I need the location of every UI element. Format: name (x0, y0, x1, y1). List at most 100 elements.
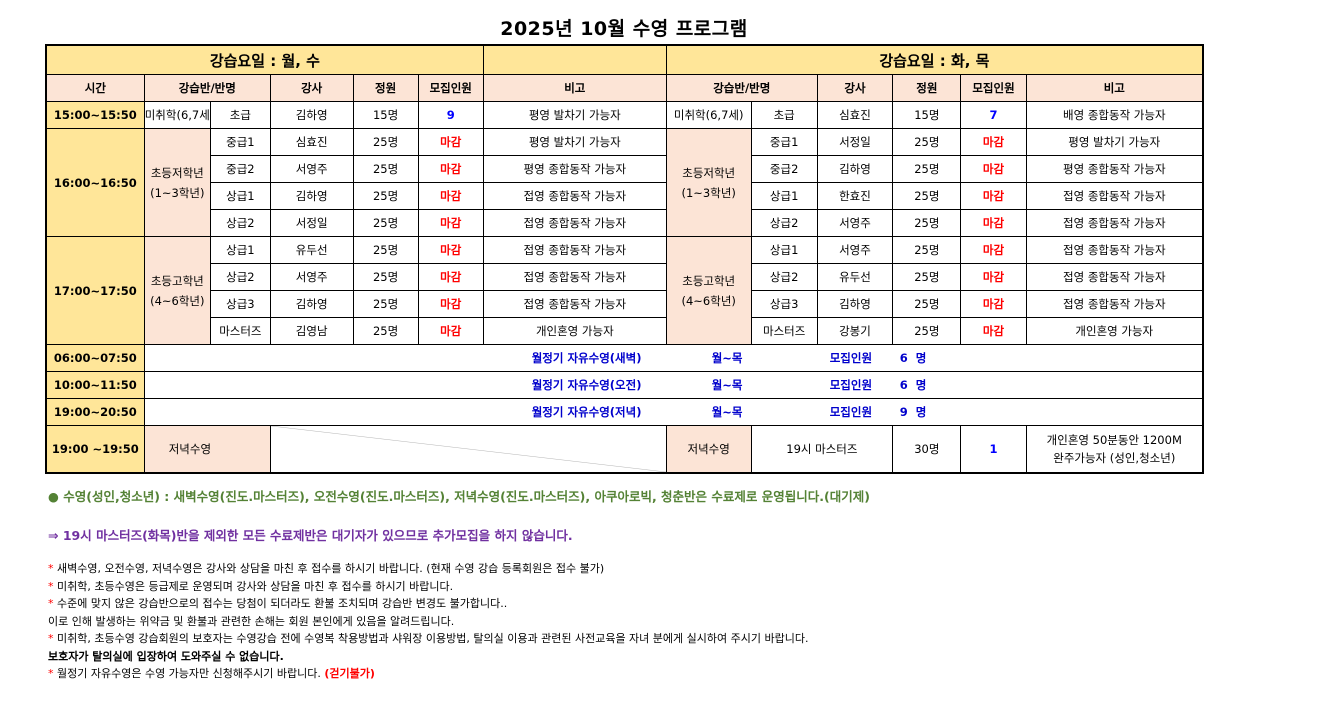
recruit-status: 마감 (960, 128, 1027, 156)
recruit-status: 마감 (417, 155, 484, 183)
capacity: 25명 (892, 263, 962, 291)
capacity: 25명 (352, 317, 419, 345)
note: 접영 종합동작 가능자 (1025, 209, 1204, 237)
recruit-status: 마감 (417, 263, 484, 291)
note: 접영 종합동작 가능자 (482, 263, 667, 291)
capacity: 25명 (352, 236, 419, 264)
evening-class-a: 저녁수영 (143, 425, 271, 474)
header-class: 강습반/반명 (143, 74, 271, 102)
table-row: 10:00~11:50 월정기 자유수영(오전) 월~목 모집인원 6 명 (45, 371, 1204, 399)
capacity: 15명 (352, 101, 419, 129)
teacher: 유두선 (269, 236, 354, 264)
table-row: 15:00~15:50 미취학(6,7세) 초급 김하영 15명 9 평영 발차… (45, 101, 1204, 129)
class-level: 상급2 (750, 209, 818, 237)
note: 개인혼영 가능자 (482, 317, 667, 345)
capacity: 25명 (892, 236, 962, 264)
recruit-status: 마감 (417, 317, 484, 345)
note: 접영 종합동작 가능자 (482, 236, 667, 264)
teacher: 강봉기 (816, 317, 894, 345)
table-row: 상급3 김하영 25명 마감 접영 종합동작 가능자 상급3 김하영 25명 마감 접영 종합동작… (46, 290, 1204, 318)
recruit-count: 7 (960, 101, 1027, 129)
table-row: 17:00~17:50 초등고학년 (4~6학년) 상급1 유두선 25명 마감 접영 종합… (45, 236, 1204, 345)
teacher: 김하영 (269, 182, 354, 210)
free-swim-name: 월정기 자유수영(오전) (531, 378, 642, 392)
table-row: 중급2 서영주 25명 마감 평영 종합동작 가능자 중급2 김하영 25명 마감 평영 종합동작… (46, 155, 1204, 183)
capacity: 25명 (352, 290, 419, 318)
notice-green: ● 수영(성인,청소년) : 새벽수영(진도.마스터즈), 오전수영(진도.마스… (48, 489, 870, 504)
evening-class-b: 저녁수영 (665, 425, 752, 474)
note: 접영 종합동작 가능자 (482, 209, 667, 237)
bullet-star-icon: * (48, 562, 54, 575)
teacher: 유두선 (816, 263, 894, 291)
table-row: 19:00~20:50 월정기 자유수영(저녁) 월~목 모집인원 9 명 (45, 398, 1204, 426)
teacher: 김하영 (269, 290, 354, 318)
note: 접영 종합동작 가능자 (1025, 290, 1204, 318)
capacity: 25명 (892, 128, 962, 156)
header-capacity-b: 정원 (892, 74, 962, 102)
recruit-unit: 명 (915, 378, 927, 392)
table-row: 상급2 서정일 25명 마감 접영 종합동작 가능자 상급2 서영주 25명 마감 접영 종합동작… (46, 209, 1204, 237)
class-level: 초급 (209, 101, 271, 129)
recruit-count: 1 (960, 425, 1027, 474)
header-note-b: 비고 (1025, 74, 1204, 102)
class-level: 마스터즈 (750, 317, 818, 345)
class-category: 초등고학년 (4~6학년) (143, 236, 211, 345)
capacity: 25명 (892, 290, 962, 318)
note: 접영 종합동작 가능자 (482, 290, 667, 318)
header-teacher: 강사 (269, 74, 354, 102)
note: 평영 종합동작 가능자 (1025, 155, 1204, 183)
bullet-star-icon: * (48, 667, 54, 680)
capacity: 25명 (352, 182, 419, 210)
header-class-b: 강습반/반명 (665, 74, 818, 102)
class-category: 미취학(6,7세) (665, 101, 752, 129)
note: 평영 발차기 가능자 (482, 101, 667, 129)
class-category: 초등저학년 (1~3학년) (665, 128, 752, 237)
recruit-status: 마감 (960, 155, 1027, 183)
recruit-count: 9 (417, 101, 484, 129)
note: 배영 종합동작 가능자 (1025, 101, 1204, 129)
teacher: 서정일 (816, 128, 894, 156)
note-item: * 월정기 자유수영은 수영 가능자만 신청해주시기 바랍니다. (걷기불가) (48, 667, 375, 680)
class-level: 상급2 (209, 209, 271, 237)
table-row: 상급2 서영주 25명 마감 접영 종합동작 가능자 상급2 유두선 25명 마감 접영 종합동작… (46, 263, 1204, 291)
capacity: 30명 (892, 425, 962, 474)
note: 접영 종합동작 가능자 (1025, 236, 1204, 264)
class-category: 초등저학년 (1~3학년) (143, 128, 211, 237)
class-level: 상급3 (209, 290, 271, 318)
notice-purple: ⇒ 19시 마스터즈(화목)반을 제외한 모든 수료제반은 대기자가 있으므로 … (48, 528, 573, 543)
teacher: 심효진 (816, 101, 894, 129)
capacity: 25명 (352, 128, 419, 156)
note-item: 이로 인해 발생하는 위약금 및 환불과 관련한 손해는 회원 본인에게 있음을… (48, 614, 455, 628)
time-cell: 19:00 ~19:50 (45, 425, 145, 474)
header-time: 시간 (45, 74, 145, 102)
teacher: 김하영 (269, 101, 354, 129)
capacity: 25명 (892, 317, 962, 345)
free-swim-name: 월정기 자유수영(저녁) (531, 405, 642, 419)
empty-diagonal-cell (269, 425, 667, 474)
class-level: 중급1 (750, 128, 818, 156)
schedule-table: 강습요일 : 월, 수 강습요일 : 화, 목 시간 강습반/반명 강사 정원 … (45, 44, 1204, 474)
note: 접영 종합동작 가능자 (482, 182, 667, 210)
recruit-status: 마감 (960, 263, 1027, 291)
class-level: 상급2 (750, 263, 818, 291)
capacity: 25명 (352, 209, 419, 237)
header-note: 비고 (482, 74, 667, 102)
recruit-status: 마감 (960, 209, 1027, 237)
recruit-unit: 명 (915, 351, 927, 365)
recruit-count: 6 (899, 351, 908, 365)
recruit-label: 모집인원 (829, 351, 873, 365)
free-swim-days: 월~목 (711, 378, 743, 392)
bullet-star-icon: * (48, 597, 54, 610)
table-row: 16:00~16:50 초등저학년 (1~3학년) 중급1 심효진 25명 마감 평영 발차… (45, 128, 1204, 237)
teacher: 서영주 (269, 263, 354, 291)
class-level: 마스터즈 (209, 317, 271, 345)
table-row: 19:00 ~19:50 저녁수영 저녁수영 19시 마스터즈 30명 1 개인… (45, 425, 1204, 474)
recruit-label: 모집인원 (829, 378, 873, 392)
recruit-status: 마감 (417, 128, 484, 156)
time-cell: 06:00~07:50 (45, 344, 145, 372)
teacher: 김영남 (269, 317, 354, 345)
class-level: 상급1 (209, 182, 271, 210)
recruit-count: 9 (899, 405, 908, 419)
teacher: 김하영 (816, 155, 894, 183)
capacity: 25명 (892, 155, 962, 183)
